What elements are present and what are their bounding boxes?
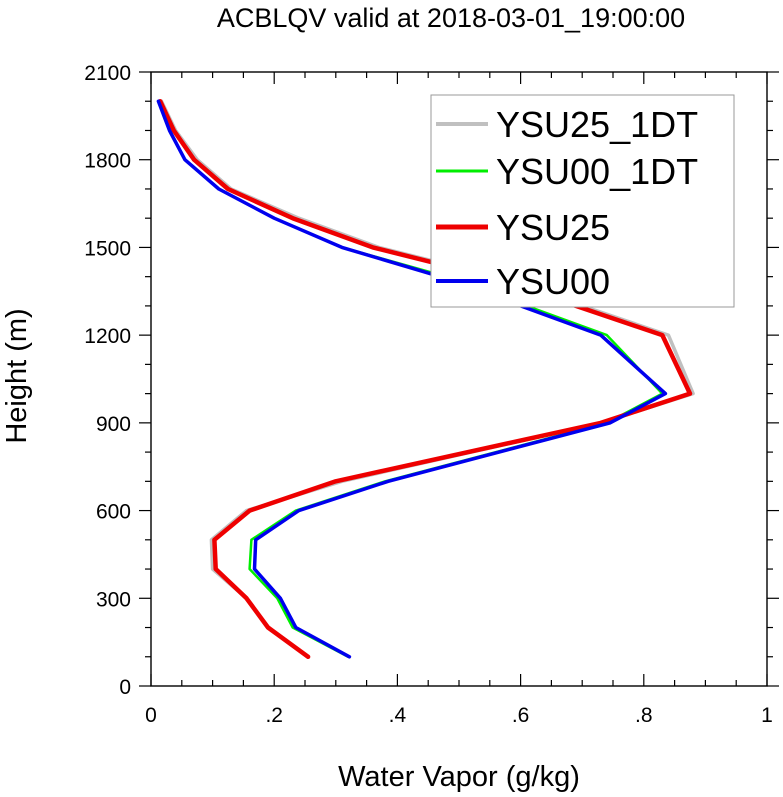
y-tick-label: 1200 — [84, 325, 131, 348]
series-line-ysu25 — [157, 98, 693, 660]
y-tick-label: 2100 — [84, 62, 131, 85]
x-axis-label: Water Vapor (g/kg) — [338, 761, 580, 793]
y-tick-label: 1500 — [84, 237, 131, 260]
y-tick-label: 0 — [119, 676, 131, 699]
legend-label-ysu25: YSU25 — [496, 207, 610, 248]
y-tick-label: 300 — [96, 588, 131, 611]
series-line-ysu00 — [156, 99, 668, 659]
chart-title: ACBLQV valid at 2018-03-01_19:00:00 — [217, 3, 685, 33]
y-tick-label: 1800 — [84, 150, 131, 173]
x-tick-label: .6 — [512, 704, 530, 727]
series-layer — [156, 98, 695, 660]
x-tick-label: 1 — [761, 704, 773, 727]
y-tick-labels: 0 300 600 900 1200 1500 1800 2100 — [84, 62, 131, 699]
x-tick-label: .2 — [265, 704, 283, 727]
x-tick-labels: 0 .2 .4 .6 .8 1 — [145, 704, 773, 727]
x-tick-label: .4 — [389, 704, 407, 727]
x-tick-label: 0 — [145, 704, 157, 727]
legend-label-ysu00: YSU00 — [496, 261, 610, 302]
legend: YSU25_1DT YSU00_1DT YSU25 YSU00 — [430, 94, 735, 308]
y-axis-label: Height (m) — [1, 308, 33, 443]
y-tick-label: 900 — [96, 413, 131, 436]
legend-label-ysu25-1dt: YSU25_1DT — [496, 104, 698, 145]
y-tick-label: 600 — [96, 501, 131, 524]
legend-label-ysu00-1dt: YSU00_1DT — [496, 151, 698, 192]
axis-ticks — [139, 71, 779, 687]
x-tick-label: .8 — [635, 704, 653, 727]
legend-box — [430, 94, 735, 308]
